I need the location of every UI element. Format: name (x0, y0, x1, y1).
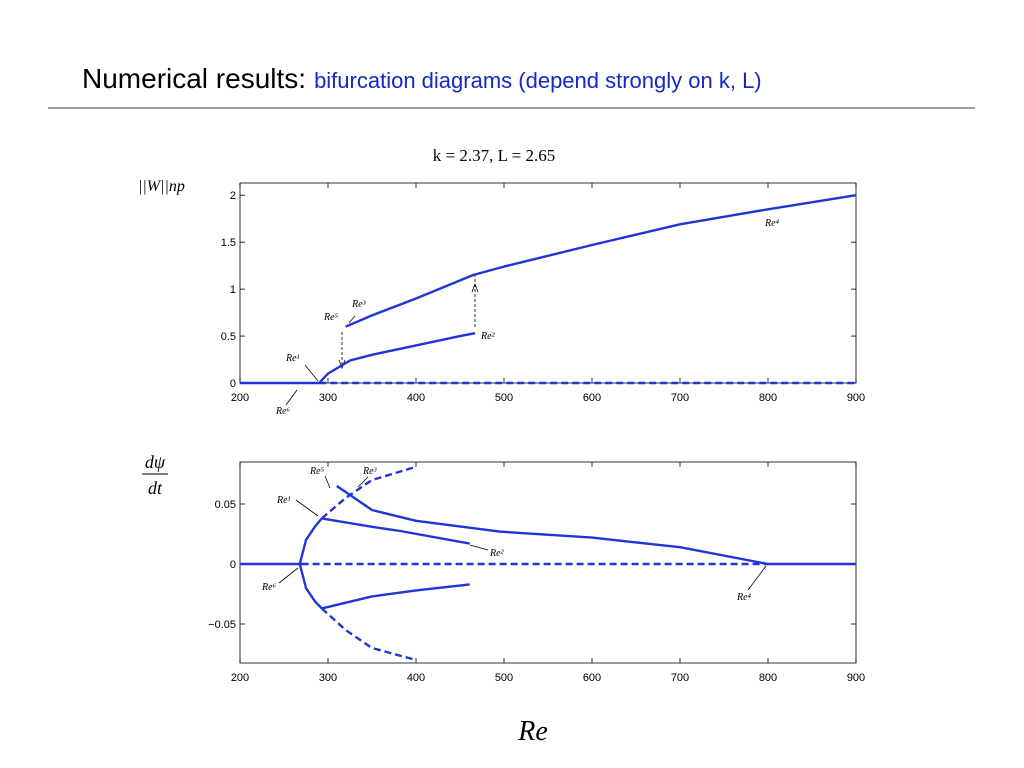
x-tick-label: 800 (759, 392, 777, 404)
annotation: Re⁶ (275, 406, 291, 417)
x-tick-label: 600 (583, 672, 601, 684)
annotation: Re¹ (276, 495, 291, 506)
x-tick-label: 500 (495, 672, 513, 684)
annotation: Re² (489, 548, 505, 559)
series-line (298, 517, 323, 565)
y-tick-label: 0.05 (215, 499, 236, 511)
y-tick-label: 1 (230, 284, 236, 296)
annotation: Re¹ (285, 353, 300, 364)
x-tick-label: 700 (671, 672, 689, 684)
x-tick-label: 900 (847, 672, 865, 684)
x-tick-label: 600 (583, 392, 601, 404)
slide-title: Numerical results: bifurcation diagrams (… (82, 63, 762, 94)
annotation: Re⁵ (323, 312, 339, 323)
series-line (318, 332, 476, 384)
y-axis-label-numerator: dψ (145, 452, 166, 472)
x-tick-label: 500 (495, 392, 513, 404)
x-tick-label: 300 (319, 392, 337, 404)
y-tick-label: 0 (230, 559, 236, 571)
series-line (345, 194, 857, 328)
x-tick-label: 800 (759, 672, 777, 684)
annotation: Re⁶ (261, 582, 277, 593)
annotation: Re⁵ (309, 466, 325, 477)
series-line (321, 517, 470, 545)
x-axis-label: Re (517, 716, 548, 747)
annotation-arrows (278, 475, 767, 591)
x-tick-label: 300 (319, 672, 337, 684)
annotation-arrows (285, 275, 479, 406)
annotation: Re⁴ (736, 592, 752, 603)
y-axis-label: ||W||np (138, 178, 185, 195)
annotation: Re² (480, 331, 496, 342)
y-tick-label: 1.5 (221, 237, 236, 249)
x-tick-label: 200 (231, 672, 249, 684)
annotation: Re⁴ (764, 218, 780, 229)
x-tick-label: 400 (407, 672, 425, 684)
x-tick-label: 200 (231, 392, 249, 404)
plot-frame (239, 461, 857, 664)
x-tick-label: 900 (847, 392, 865, 404)
series-line (321, 583, 470, 610)
x-tick-label: 400 (407, 392, 425, 404)
series-line (336, 485, 769, 566)
y-tick-label: 0 (230, 378, 236, 390)
y-tick-label: 2 (230, 190, 236, 202)
title-detail: bifurcation diagrams (depend strongly on… (314, 68, 762, 93)
plot-frame (239, 182, 857, 384)
subtitle: k = 2.37, L = 2.65 (433, 146, 555, 165)
y-tick-label: 0.5 (221, 331, 236, 343)
series-line (320, 607, 417, 662)
y-axis-label-denominator: dt (148, 478, 163, 498)
annotation: Re³ (351, 299, 367, 310)
y-tick-label: −0.05 (208, 619, 236, 631)
annotation: Re³ (362, 466, 378, 477)
x-tick-label: 700 (671, 392, 689, 404)
series-line (298, 563, 323, 610)
title-main: Numerical results: (82, 63, 306, 94)
series-line (321, 465, 417, 520)
